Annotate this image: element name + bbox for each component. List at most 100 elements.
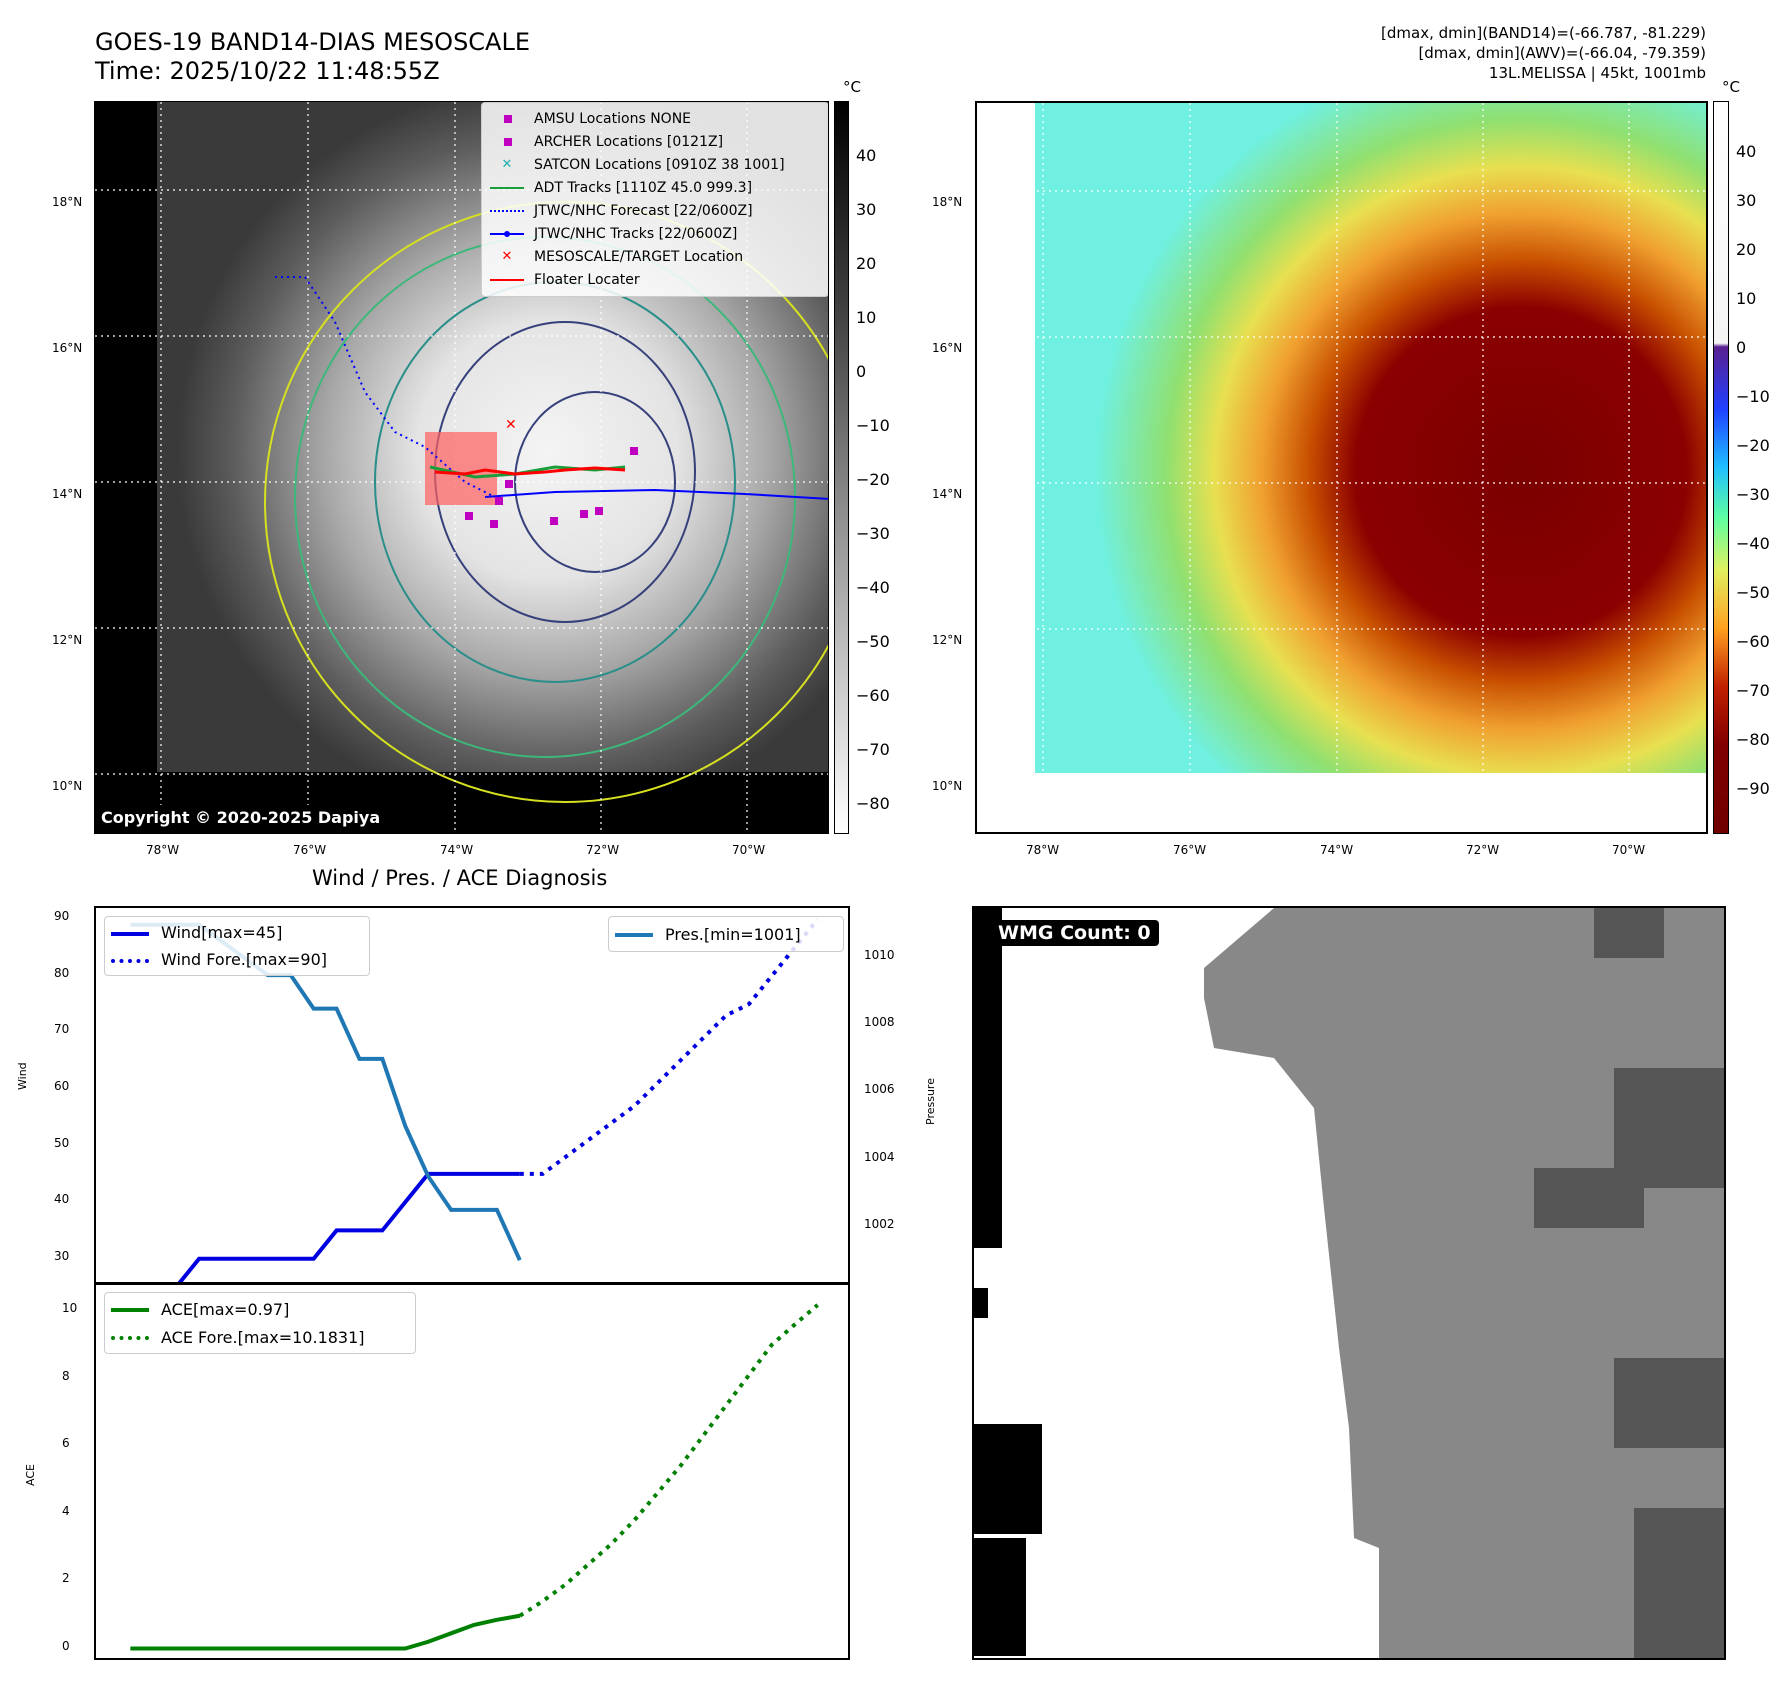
y-tick: 50: [54, 1135, 70, 1150]
lon-tick: 70°W: [1612, 843, 1646, 857]
y2-tick: 1006: [864, 1082, 895, 1097]
y-tick: 4: [62, 1503, 70, 1518]
lon-tick: 76°W: [293, 843, 327, 857]
legend-item-pressure: Pres.[min=1001]: [615, 919, 837, 949]
lat-tick: 18°N: [52, 195, 83, 209]
colorbar-tick: −20: [856, 470, 890, 489]
legend-item-amsu: AMSU Locations NONE: [490, 107, 820, 130]
lat-tick: 14°N: [52, 487, 83, 501]
wind-legend: Wind[max=45] Wind Fore.[max=90]: [104, 916, 370, 976]
legend-label: ARCHER Locations [0121Z]: [534, 133, 724, 150]
floater-track: [434, 466, 626, 476]
colorbar-tick: −30: [1736, 485, 1770, 504]
ir-legend: AMSU Locations NONE ARCHER Locations [01…: [481, 102, 828, 297]
lat-tick: 16°N: [52, 341, 83, 355]
lat-tick: 12°N: [932, 633, 963, 647]
lon-tick: 70°W: [732, 843, 766, 857]
wmg-panel: WMG Count: 0: [972, 906, 1726, 1660]
ir-colorbar: [834, 101, 849, 834]
legend-item-floater: Floater Locater: [490, 268, 820, 291]
colorbar-tick: 30: [1736, 191, 1757, 210]
y-tick: 80: [54, 965, 70, 980]
legend-label: ADT Tracks [1110Z 45.0 999.3]: [534, 179, 753, 196]
colorbar-tick: 10: [1736, 289, 1757, 308]
colorbar-tick: 0: [856, 362, 867, 381]
x-marker-icon: ✕: [501, 156, 513, 172]
pressure-axis-label: Pressure: [924, 1078, 937, 1125]
awv-gridlines: [977, 103, 1706, 832]
ir-map-panel: ✕ Copyright © 2020-2025 Dapiya AMSU Loca…: [94, 101, 829, 834]
y-tick: 70: [54, 1022, 70, 1037]
colorbar-tick: 20: [856, 254, 877, 273]
ace-series-line-0: [130, 1613, 521, 1651]
lat-tick: 16°N: [932, 341, 963, 355]
awv-map-image: [977, 103, 1706, 832]
ace-series-line-1: [518, 1303, 819, 1618]
legend-label: Wind[max=45]: [161, 923, 283, 942]
lat-tick: 18°N: [932, 195, 963, 209]
y-tick: 60: [54, 1079, 70, 1093]
colorbar-tick: −80: [856, 794, 890, 813]
lat-tick: 10°N: [52, 779, 83, 793]
lon-tick: 74°W: [1320, 843, 1354, 857]
lon-tick: 72°W: [586, 843, 620, 857]
awv-colorbar: [1713, 101, 1729, 834]
svg-text:✕: ✕: [505, 417, 517, 433]
legend-item-adt: ADT Tracks [1110Z 45.0 999.3]: [490, 176, 820, 199]
y-tick: 0: [62, 1638, 70, 1653]
lon-tick: 72°W: [1466, 843, 1500, 857]
line-icon: [111, 1302, 149, 1316]
legend-item-forecast: JTWC/NHC Forecast [22/0600Z]: [490, 199, 820, 222]
line-icon: [615, 927, 653, 941]
archer-markers: [465, 447, 638, 528]
pressure-legend: Pres.[min=1001]: [608, 916, 844, 952]
line-dot-icon: [490, 227, 524, 241]
awv-header-line1: [dmax, dmin](BAND14)=(-66.787, -81.229): [1381, 24, 1706, 42]
colorbar-tick: −50: [856, 632, 890, 651]
y-tick: 2: [62, 1571, 70, 1585]
jtwc-forecast-track: [275, 276, 496, 498]
legend-label: Floater Locater: [534, 271, 640, 288]
colorbar-tick: 0: [1736, 338, 1747, 357]
dotted-line-icon: [111, 1330, 149, 1344]
lon-tick: 78°W: [146, 843, 180, 857]
colorbar-tick: −10: [1736, 387, 1770, 406]
colorbar-tick: −60: [1736, 632, 1770, 651]
ir-title-line2: Time: 2025/10/22 11:48:55Z: [95, 57, 440, 85]
series-line-1: [519, 918, 820, 1176]
ir-colorbar-unit: °C: [843, 78, 861, 96]
jtwc-track: [484, 488, 828, 500]
colorbar-tick: −40: [1736, 534, 1770, 553]
colorbar-tick: −30: [856, 524, 890, 543]
colorbar-tick: −80: [1736, 730, 1770, 749]
x-marker-icon: ✕: [501, 248, 513, 264]
legend-label: JTWC/NHC Tracks [22/0600Z]: [534, 225, 738, 242]
colorbar-tick: −40: [856, 578, 890, 597]
square-marker-icon: [490, 112, 524, 126]
colorbar-tick: −70: [856, 740, 890, 759]
legend-item-archer: ARCHER Locations [0121Z]: [490, 130, 820, 153]
colorbar-tick: −70: [1736, 681, 1770, 700]
legend-label: AMSU Locations NONE: [534, 110, 692, 127]
colorbar-tick: 40: [856, 146, 877, 165]
lat-tick: 12°N: [52, 633, 83, 647]
square-marker-icon: [490, 135, 524, 149]
awv-header-line2: [dmax, dmin](AWV)=(-66.04, -79.359): [1418, 44, 1706, 62]
y2-tick: 1004: [864, 1149, 895, 1164]
wind-pressure-chart: Wind[max=45] Wind Fore.[max=90] Pres.[mi…: [94, 906, 850, 1285]
wind-axis-label: Wind: [16, 1062, 29, 1090]
wmg-count-badge: WMG Count: 0: [990, 920, 1159, 946]
legend-label: SATCON Locations [0910Z 38 1001]: [534, 156, 785, 173]
colorbar-tick: 30: [856, 200, 877, 219]
y2-tick: 1008: [864, 1015, 895, 1030]
colorbar-tick: −90: [1736, 779, 1770, 798]
legend-label: ACE Fore.[max=10.1831]: [161, 1327, 365, 1347]
y-tick: 90: [54, 909, 70, 924]
diagnosis-title: Wind / Pres. / ACE Diagnosis: [312, 866, 608, 890]
y2-tick: 1010: [864, 948, 895, 963]
legend-item-wind: Wind[max=45]: [111, 919, 363, 946]
lon-tick: 76°W: [1173, 843, 1207, 857]
ace-chart: ACE[max=0.97] ACE Fore.[max=10.1831]: [94, 1282, 850, 1660]
legend-item-satcon: ✕ SATCON Locations [0910Z 38 1001]: [490, 153, 820, 176]
awv-map-panel: [975, 101, 1708, 834]
